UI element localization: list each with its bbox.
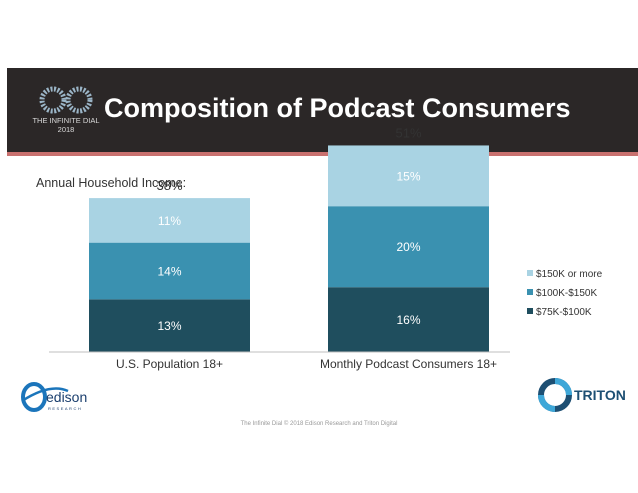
title-underline bbox=[7, 152, 638, 156]
x-tick-label-1: Monthly Podcast Consumers 18+ bbox=[320, 357, 497, 371]
edison-logo-icon bbox=[21, 382, 47, 412]
infinite-dial-logo-text: THE INFINITE DIAL 2018 bbox=[22, 116, 110, 134]
edison-name: edison bbox=[46, 389, 87, 405]
title-banner bbox=[7, 68, 638, 152]
edison-tag: RESEARCH bbox=[48, 406, 82, 411]
x-tick-label-0: U.S. Population 18+ bbox=[116, 357, 223, 371]
bar-segment-2-1 bbox=[328, 145, 489, 207]
edison-swoosh-icon bbox=[21, 387, 69, 403]
triton-logo-icon bbox=[538, 378, 572, 412]
logo-line2: 2018 bbox=[57, 125, 75, 134]
legend-swatch-2 bbox=[527, 308, 533, 314]
infinite-dial-logo-icon bbox=[39, 86, 93, 114]
legend-label-1: $100K-$150K bbox=[536, 288, 597, 299]
page-title: Composition of Podcast Consumers bbox=[104, 93, 571, 123]
bar-label-0-1: 16% bbox=[396, 313, 420, 327]
bar-label-1-0: 14% bbox=[157, 265, 181, 279]
chart-subtitle: Annual Household Income: bbox=[36, 176, 187, 190]
bar-segment-1-0 bbox=[89, 242, 250, 300]
bar-segment-1-1 bbox=[328, 206, 489, 288]
bar-label-2-1: 15% bbox=[396, 169, 420, 183]
bar-total-0: 38% bbox=[156, 178, 182, 193]
triton-logo: TRITON bbox=[538, 378, 626, 412]
bar-label-0-0: 13% bbox=[157, 319, 181, 333]
bar-segment-0-0 bbox=[89, 299, 250, 352]
bar-label-1-1: 20% bbox=[396, 240, 420, 254]
legend-swatch-1 bbox=[527, 289, 533, 295]
triton-name: TRITON bbox=[574, 387, 626, 403]
bar-total-1: 51% bbox=[395, 125, 421, 140]
legend-label-0: $150K or more bbox=[536, 269, 603, 280]
legend-swatch-0 bbox=[527, 270, 533, 276]
legend-label-2: $75K-$100K bbox=[536, 307, 592, 318]
bar-label-2-0: 11% bbox=[158, 214, 181, 228]
logo-line1: THE INFINITE DIAL bbox=[32, 116, 100, 125]
footer-credit: The Infinite Dial © 2018 Edison Research… bbox=[240, 421, 398, 427]
bar-segment-2-0 bbox=[89, 198, 250, 243]
edison-logo: edison RESEARCH bbox=[21, 382, 87, 412]
bar-segment-0-1 bbox=[328, 287, 489, 352]
